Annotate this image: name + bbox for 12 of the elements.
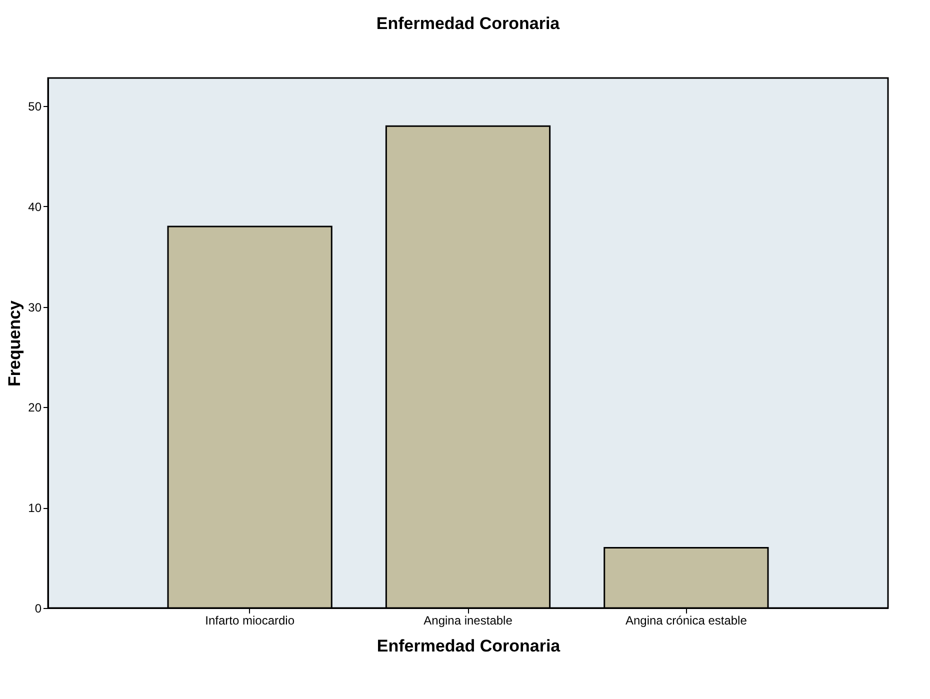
y-tick-label: 0 xyxy=(34,602,42,616)
y-axis-title: Frequency xyxy=(5,300,24,386)
x-tick-label: Angina inestable xyxy=(424,614,513,628)
y-tick-label: 10 xyxy=(28,501,42,516)
x-tick-label: Angina crónica estable xyxy=(625,614,748,628)
x-axis-title: Enfermedad Coronaria xyxy=(376,636,561,656)
y-tick-label: 50 xyxy=(28,100,42,114)
y-tick-label: 20 xyxy=(28,400,42,415)
chart-title: Enfermedad Coronaria xyxy=(376,14,560,33)
y-tick-label: 30 xyxy=(28,300,42,314)
x-tick-label: Infarto miocardio xyxy=(205,614,295,628)
y-tick-label: 40 xyxy=(28,200,42,214)
